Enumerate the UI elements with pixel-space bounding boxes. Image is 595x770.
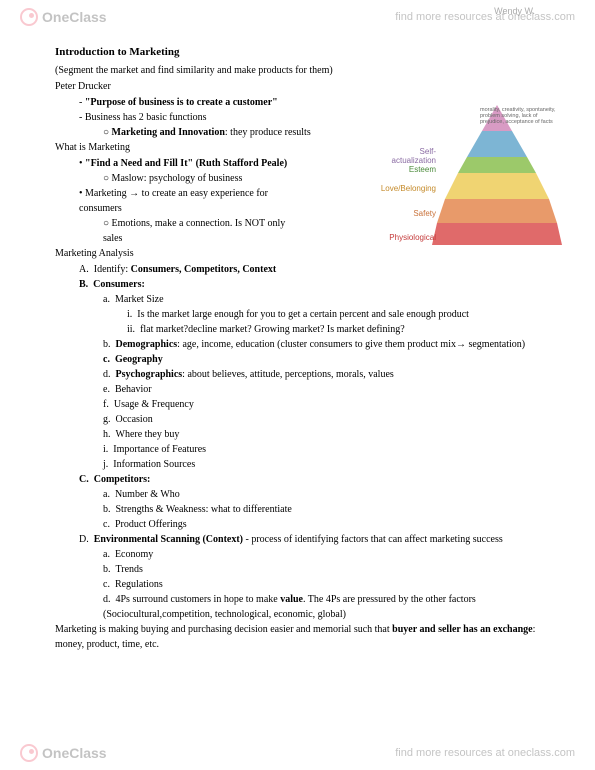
comp-c: c. Product Offerings [55, 517, 540, 532]
behavior: e. Behavior [55, 382, 540, 397]
importance: i. Importance of Features [55, 442, 540, 457]
pyr-label-love: Love/Belonging [380, 184, 440, 193]
pyr-desc-top: morality, creativity, spontaneity, probl… [480, 107, 560, 125]
watermark-footer: OneClass find more resources at oneclass… [0, 736, 595, 770]
identify-line: A. Identify: Consumers, Competitors, Con… [55, 262, 540, 277]
where: h. Where they buy [55, 427, 540, 442]
logo-icon-bottom [20, 744, 38, 762]
emotions: Emotions, make a connection. Is NOT only… [55, 216, 295, 246]
mkt-easy: Marketing → to create an easy experience… [55, 186, 305, 216]
pyr-label-safety: Safety [380, 209, 440, 218]
subtitle: (Segment the market and find similarity … [55, 63, 540, 78]
drucker: Peter Drucker [55, 79, 540, 94]
env-reg: c. Regulations [55, 577, 540, 592]
logo-icon [20, 8, 38, 26]
psychographics: d. Psychographics: about believes, attit… [55, 367, 540, 382]
env-4p: d. 4Ps surround customers in hope to mak… [55, 592, 540, 622]
pyr-label-phys: Physiological [380, 233, 440, 242]
tagline-bottom: find more resources at oneclass.com [395, 747, 575, 759]
pyr-label-selfact: Self-actualization [380, 147, 440, 165]
mktsize-ii: ii. flat market?decline market? Growing … [55, 322, 540, 337]
comp-a: a. Number & Who [55, 487, 540, 502]
env-economy: a. Economy [55, 547, 540, 562]
logo-block-bottom: OneClass [20, 744, 107, 762]
usage: f. Usage & Frequency [55, 397, 540, 412]
env-trends: b. Trends [55, 562, 540, 577]
mktsize: a. Market Size [55, 292, 540, 307]
geography: c. Geography [55, 352, 540, 367]
env-h: D. Environmental Scanning (Context) - pr… [55, 532, 540, 547]
pyramid-svg [432, 105, 562, 250]
tagline-top: find more resources at oneclass.com [395, 11, 575, 23]
comp-b: b. Strengths & Weakness: what to differe… [55, 502, 540, 517]
logo-text: OneClass [42, 9, 107, 25]
logo-block: OneClass [20, 8, 107, 26]
mktsize-i: i. Is the market large enough for you to… [55, 307, 540, 322]
occasion: g. Occasion [55, 412, 540, 427]
closing: Marketing is making buying and purchasin… [55, 622, 540, 652]
author-name: Wendy W. [494, 6, 535, 16]
consumers-h: B. Consumers: [55, 277, 540, 292]
competitors-h: C. Competitors: [55, 472, 540, 487]
infosrc: j. Information Sources [55, 457, 540, 472]
logo-text-bottom: OneClass [42, 745, 107, 761]
pyr-label-esteem: Esteem [380, 165, 440, 174]
page-title: Introduction to Marketing [55, 44, 540, 61]
maslow-pyramid: Self-actualization Esteem Love/Belonging… [380, 105, 560, 250]
demographics: b. Demographics: age, income, education … [55, 337, 540, 352]
